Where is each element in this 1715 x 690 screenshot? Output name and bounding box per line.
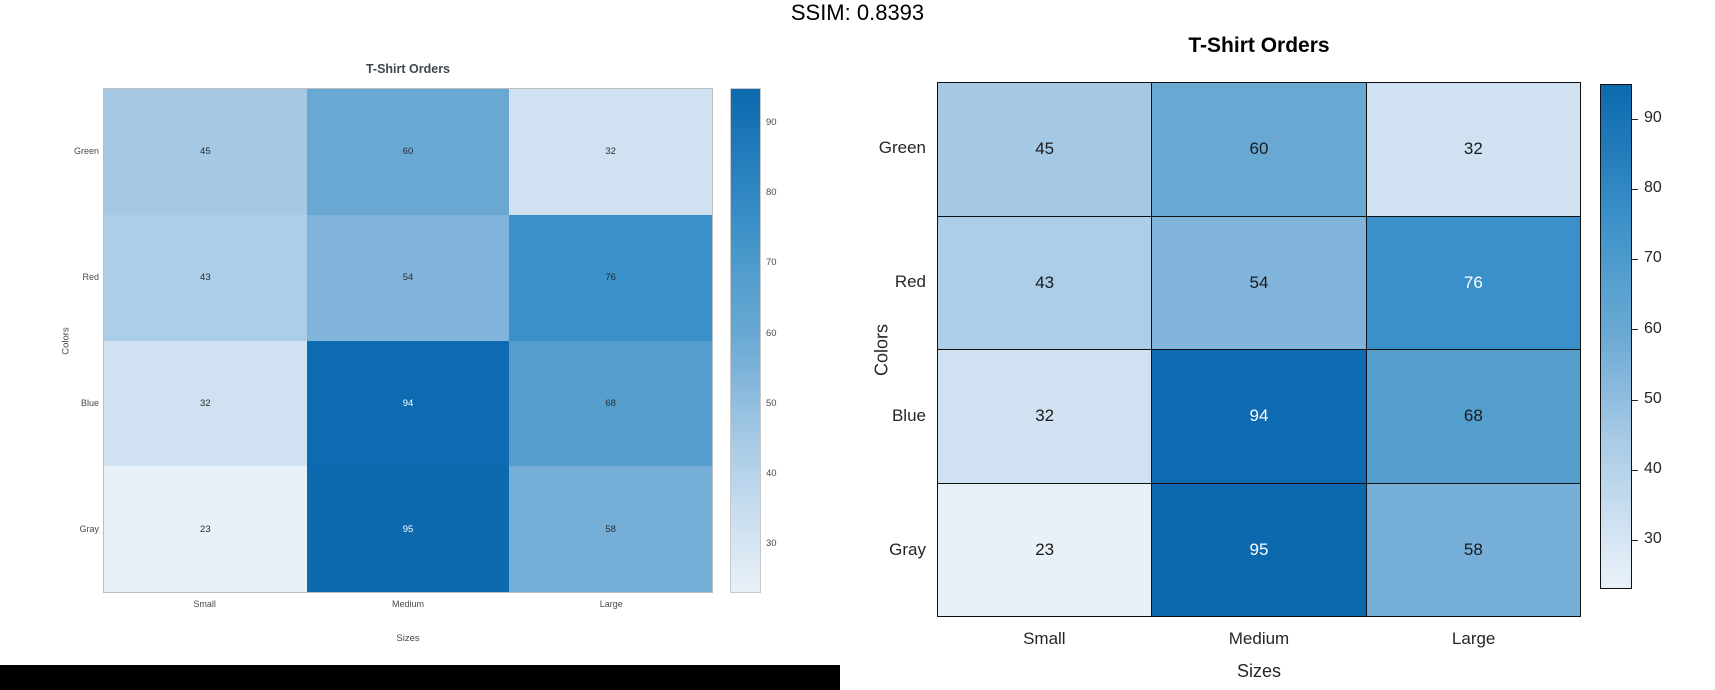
y-tick-label: Gray xyxy=(889,539,926,559)
heatmap-cell: 58 xyxy=(1366,483,1580,616)
colorbar-tick-mark xyxy=(1632,119,1638,121)
cell-value: 43 xyxy=(200,272,211,284)
y-tick-label: Green xyxy=(878,138,926,158)
cell-value: 58 xyxy=(605,523,616,535)
cell-value: 68 xyxy=(605,397,616,409)
x-tick-label: Small xyxy=(1023,629,1066,648)
colorbar xyxy=(730,88,761,593)
cell-value: 23 xyxy=(1035,539,1055,559)
y-tick-label: Green xyxy=(73,145,99,156)
y-tick-label: Red xyxy=(82,271,99,282)
cell-value: 32 xyxy=(1463,139,1483,159)
cell-value: 76 xyxy=(1463,272,1483,292)
heatmap-cell: 32 xyxy=(1366,83,1580,216)
colorbar-tick-label: 40 xyxy=(1644,459,1662,477)
x-tick-label: Medium xyxy=(391,599,424,609)
cell-value: 45 xyxy=(1035,139,1055,159)
heatmap-cell: 76 xyxy=(509,214,712,341)
cell-value: 95 xyxy=(402,523,414,535)
heatmap-cell: 95 xyxy=(1152,483,1366,616)
heatmap-grid: 45 60 32 43 54 76 32 94 68 23 95 58 xyxy=(103,88,713,593)
x-axis-label: Sizes xyxy=(1236,661,1281,681)
y-tick-label: Red xyxy=(894,272,926,292)
cell-value: 60 xyxy=(1249,139,1269,159)
cell-value: 32 xyxy=(605,146,616,158)
heatmap-cell: 23 xyxy=(104,466,307,592)
heatmap-cell: 43 xyxy=(104,214,307,341)
y-axis-label: Colors xyxy=(871,323,892,376)
colorbar-tick-mark xyxy=(1632,259,1638,261)
ssim-score-label: SSIM: 0.8393 xyxy=(790,0,925,25)
heatmap-cell: 54 xyxy=(306,214,510,341)
heatmap-cell: 32 xyxy=(938,350,1152,483)
colorbar-tick-label: 70 xyxy=(1644,249,1662,267)
heatmap-cell: 58 xyxy=(509,466,712,592)
chart-title: T-Shirt Orders xyxy=(365,62,451,76)
colorbar-tick-label: 40 xyxy=(766,467,777,479)
heatmap-cell: 45 xyxy=(938,83,1152,216)
cell-value: 43 xyxy=(1035,272,1055,292)
colorbar-tick-mark xyxy=(1632,539,1638,541)
redaction-bar xyxy=(0,665,840,690)
cell-value: 58 xyxy=(1463,539,1483,559)
colorbar-tick-mark xyxy=(1632,469,1638,471)
heatmap-cell: 68 xyxy=(1366,350,1580,483)
colorbar-tick-label: 30 xyxy=(766,538,777,549)
colorbar-tick-label: 30 xyxy=(1644,529,1662,547)
colorbar-tick-label: 90 xyxy=(1644,109,1662,127)
cell-value: 45 xyxy=(200,146,211,158)
cell-value: 32 xyxy=(200,397,211,409)
cell-value: 60 xyxy=(402,146,414,158)
cell-value: 54 xyxy=(1249,272,1269,292)
colorbar-tick-mark xyxy=(1632,189,1638,191)
cell-value: 54 xyxy=(402,272,414,284)
heatmap-cell: 95 xyxy=(306,466,510,592)
heatmap-cell: 60 xyxy=(306,89,510,215)
colorbar-tick-label: 80 xyxy=(766,187,777,199)
heatmap-cell: 94 xyxy=(306,340,510,467)
y-tick-label: Blue xyxy=(891,405,926,425)
x-tick-label: Large xyxy=(1451,629,1496,648)
chart-title: T-Shirt Orders xyxy=(1188,34,1330,57)
cell-value: 76 xyxy=(605,272,616,284)
heatmap-cell: 54 xyxy=(1152,216,1366,349)
colorbar-tick-label: 60 xyxy=(766,327,777,339)
heatmap-cell: 45 xyxy=(104,89,307,215)
colorbar-tick-label: 80 xyxy=(1644,179,1662,197)
x-tick-label: Large xyxy=(599,599,623,609)
y-axis-label: Colors xyxy=(60,326,72,355)
heatmap-cell: 68 xyxy=(509,340,712,467)
cell-value: 95 xyxy=(1249,539,1269,559)
heatmap-cell: 32 xyxy=(509,89,712,215)
colorbar-tick-label: 60 xyxy=(1644,319,1662,337)
y-tick-label: Blue xyxy=(80,398,99,409)
colorbar xyxy=(1600,84,1632,589)
heatmap-cell: 32 xyxy=(104,340,307,467)
colorbar-tick-label: 70 xyxy=(766,257,777,269)
colorbar-tick-label: 50 xyxy=(1644,389,1662,407)
x-tick-label: Small xyxy=(193,599,216,609)
colorbar-tick-mark xyxy=(1632,399,1638,401)
y-tick-label: Gray xyxy=(79,524,99,535)
cell-value: 68 xyxy=(1463,406,1483,426)
colorbar-tick-label: 90 xyxy=(766,117,777,129)
heatmap-grid: 45 60 32 43 54 76 32 94 68 23 95 58 xyxy=(937,82,1581,617)
cell-value: 32 xyxy=(1035,406,1055,426)
colorbar-tick-mark xyxy=(1632,329,1638,331)
cell-value: 94 xyxy=(1249,406,1269,426)
heatmap-cell: 76 xyxy=(1366,216,1580,349)
heatmap-cell: 94 xyxy=(1152,350,1366,483)
heatmap-cell: 60 xyxy=(1152,83,1366,216)
cell-value: 94 xyxy=(402,397,414,409)
colorbar-tick-label: 50 xyxy=(766,397,777,409)
x-axis-label: Sizes xyxy=(396,633,420,644)
heatmap-cell: 23 xyxy=(938,483,1152,616)
heatmap-cell: 43 xyxy=(938,216,1152,349)
cell-value: 23 xyxy=(200,523,211,535)
x-tick-label: Medium xyxy=(1228,629,1290,648)
